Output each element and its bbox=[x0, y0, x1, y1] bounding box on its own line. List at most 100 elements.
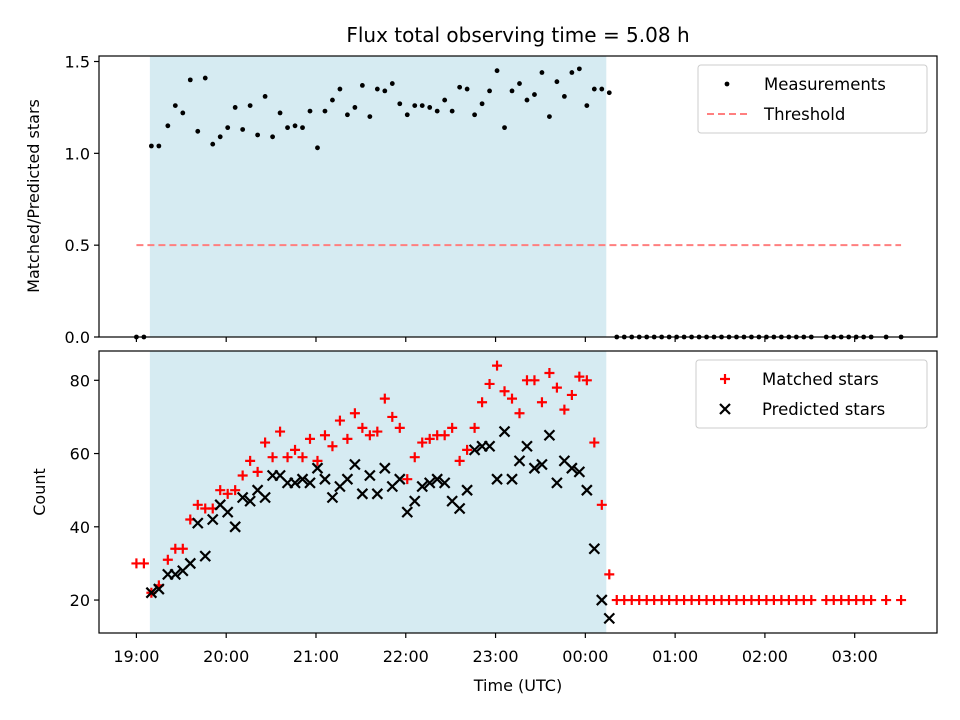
matched-star-point bbox=[222, 488, 233, 499]
matched-star-point bbox=[866, 595, 877, 606]
matched-star-point bbox=[267, 452, 278, 463]
measurement-point bbox=[517, 81, 522, 86]
matched-star-point bbox=[544, 367, 555, 378]
predicted-star-point bbox=[596, 594, 608, 606]
measurement-point bbox=[202, 75, 208, 81]
top-legend-box bbox=[697, 64, 928, 134]
matched-star-point bbox=[275, 426, 286, 437]
measurement-point bbox=[472, 112, 478, 118]
top-panel: 0.0 0.5 1.0 1.5 Measurements Threshold bbox=[65, 53, 938, 347]
predicted-star-point bbox=[326, 491, 339, 504]
matched-star-point bbox=[514, 408, 525, 419]
predicted-star-point bbox=[401, 506, 414, 518]
measurement-point bbox=[240, 127, 246, 132]
matched-star-point bbox=[492, 360, 503, 371]
measurement-point bbox=[412, 103, 418, 108]
predicted-star-point bbox=[513, 455, 526, 467]
matched-star-point bbox=[559, 404, 570, 415]
predicted-star-point bbox=[483, 440, 496, 452]
matched-star-point bbox=[447, 422, 458, 433]
top-y-tick-label: 0.0 bbox=[65, 328, 90, 347]
matched-star-point bbox=[402, 474, 413, 485]
matched-star-point bbox=[312, 455, 323, 466]
predicted-star-point bbox=[206, 513, 219, 526]
top-legend: Measurements Threshold bbox=[697, 64, 928, 134]
legend-entry-label: Measurements bbox=[764, 75, 886, 94]
matched-star-point bbox=[477, 397, 488, 408]
measurement-point bbox=[494, 68, 500, 74]
measurement-point bbox=[307, 108, 313, 114]
predicted-star-point bbox=[521, 440, 533, 452]
x-tick-label: 21:00 bbox=[293, 647, 339, 666]
measurement-point bbox=[554, 79, 560, 85]
measurement-point bbox=[584, 103, 590, 108]
matched-star-point bbox=[177, 543, 188, 554]
matched-star-point bbox=[462, 444, 473, 455]
predicted-star-point bbox=[184, 557, 197, 570]
measurement-point bbox=[322, 108, 328, 114]
predicted-star-point bbox=[543, 429, 556, 442]
matched-star-point bbox=[499, 386, 510, 397]
legend-entry-label: Predicted stars bbox=[762, 400, 885, 419]
top-y-tick-label: 1.5 bbox=[65, 53, 90, 72]
x-tick-label: 23:00 bbox=[472, 647, 518, 666]
matched-star-point bbox=[596, 499, 607, 510]
predicted-star-point bbox=[153, 583, 165, 595]
predicted-star-point bbox=[408, 495, 421, 507]
predicted-star-point bbox=[498, 425, 511, 438]
matched-star-point bbox=[357, 422, 368, 433]
matched-star-point bbox=[327, 441, 338, 452]
predicted-star-point bbox=[431, 473, 443, 485]
matched-star-point bbox=[566, 389, 577, 400]
legend-entry-label: Threshold bbox=[763, 105, 845, 124]
measurement-point bbox=[217, 134, 223, 140]
legend-entry-label: Matched stars bbox=[762, 370, 879, 389]
bottom-legend: Matched stars Predicted stars bbox=[695, 359, 928, 429]
measurement-point bbox=[547, 114, 552, 120]
matched-star-point bbox=[282, 452, 293, 463]
matched-star-point bbox=[379, 393, 390, 404]
measurement-point bbox=[382, 88, 388, 94]
measurement-point bbox=[352, 105, 358, 110]
matched-star-point bbox=[230, 485, 241, 496]
matched-star-point bbox=[589, 437, 600, 448]
measurement-point bbox=[576, 66, 582, 72]
matched-star-point bbox=[297, 452, 308, 463]
matched-star-point bbox=[334, 415, 345, 426]
matched-star-point bbox=[484, 378, 495, 389]
bottom-y-tick-label: 20 bbox=[70, 591, 90, 610]
x-tick-label: 02:00 bbox=[742, 647, 788, 666]
measurement-point bbox=[389, 81, 395, 86]
measurement-point bbox=[180, 110, 186, 116]
predicted-star-point bbox=[379, 462, 391, 474]
predicted-star-point bbox=[438, 477, 451, 489]
predicted-star-point bbox=[416, 480, 429, 493]
x-tick-label: 03:00 bbox=[832, 647, 878, 666]
x-tick-label: 01:00 bbox=[652, 647, 698, 666]
measurement-point bbox=[606, 90, 612, 96]
matched-star-point bbox=[319, 430, 330, 441]
matched-star-point bbox=[881, 595, 892, 606]
x-tick-label: 00:00 bbox=[562, 647, 608, 666]
predicted-star-point bbox=[199, 550, 212, 562]
measurement-point bbox=[561, 94, 567, 99]
measurement-point bbox=[300, 125, 305, 131]
x-tick-label: 22:00 bbox=[383, 647, 429, 666]
measurement-point bbox=[374, 86, 380, 92]
chart-title: Flux total observing time = 5.08 h bbox=[346, 23, 689, 47]
measurement-point bbox=[195, 128, 201, 134]
measurement-point bbox=[345, 112, 350, 118]
matched-star-point bbox=[574, 371, 585, 382]
predicted-star-point bbox=[349, 458, 361, 471]
predicted-star-point bbox=[506, 473, 518, 485]
predicted-star-point bbox=[319, 473, 331, 485]
measurement-point bbox=[270, 134, 275, 140]
predicted-star-point bbox=[289, 477, 301, 489]
bottom-legend-box bbox=[695, 359, 928, 429]
top-y-tick-label: 0.5 bbox=[65, 236, 90, 255]
matched-star-point bbox=[290, 444, 301, 455]
measurement-point bbox=[359, 82, 365, 88]
measurement-point bbox=[532, 92, 537, 97]
measurement-point bbox=[277, 110, 283, 116]
matched-star-point bbox=[215, 485, 226, 496]
